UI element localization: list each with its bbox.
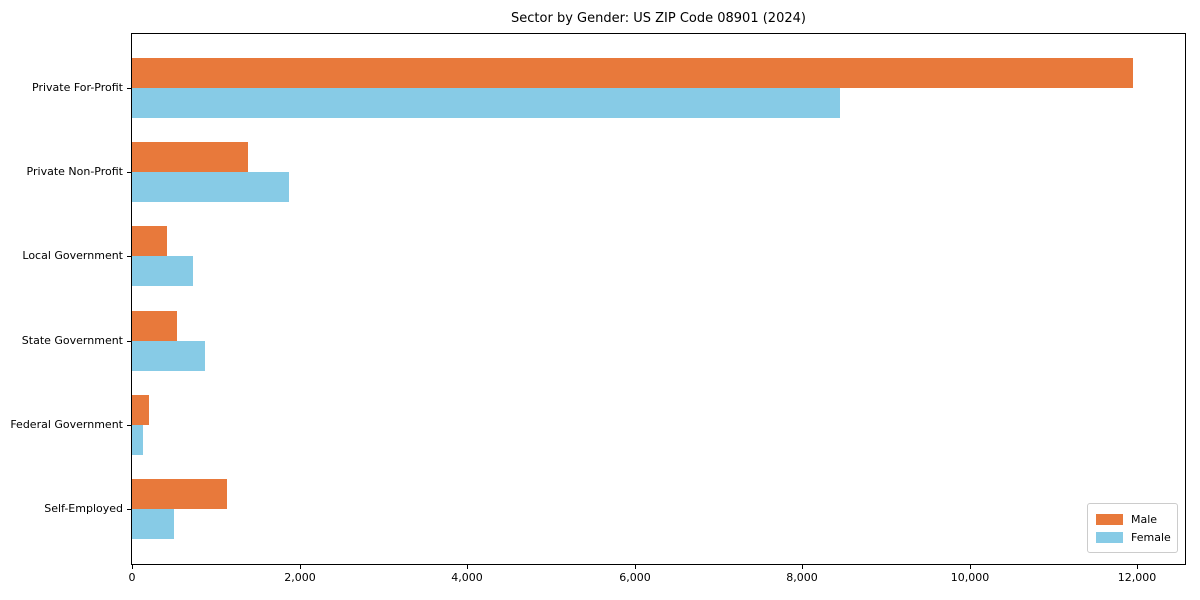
bar-male [132,226,167,257]
bar-female [132,172,289,203]
y-tick-mark [127,88,131,89]
y-tick-mark [127,256,131,258]
legend-swatch-female-icon [1096,531,1123,543]
x-tick-mark [635,565,636,569]
y-tick-label: Private For-Profit [32,81,123,94]
x-tick-label: 10,000 [950,571,990,584]
legend-item-female: Female [1096,528,1171,546]
x-tick-mark [132,565,133,569]
chart-title: Sector by Gender: US ZIP Code 08901 (202… [511,11,806,26]
bar-female [132,509,174,539]
legend-label-female: Female [1131,530,1171,544]
bar-female [132,424,143,455]
y-tick-mark [127,424,131,426]
x-tick-mark [1137,565,1138,569]
bar-female [132,256,193,287]
x-tick-mark [467,565,468,569]
x-tick-mark [300,565,301,569]
y-tick-mark [127,509,131,510]
bar-male [132,310,177,341]
legend-label-male: Male [1131,512,1158,526]
y-tick-label: Local Government [22,249,123,263]
plot-area [131,33,1186,565]
legend: Male Female [1087,503,1178,553]
x-tick-mark [802,565,803,569]
y-tick-mark [127,172,131,174]
x-tick-label: 2,000 [284,571,316,584]
x-tick-label: 6,000 [619,571,651,584]
bar-male [132,479,227,509]
y-tick-label: Self-Employed [44,502,123,515]
legend-swatch-male-icon [1096,513,1123,525]
x-tick-label: 8,000 [786,571,818,584]
y-tick-label: Federal Government [10,417,123,431]
x-tick-mark [970,565,971,569]
bar-male [132,58,1133,88]
y-tick-label: Private Non-Profit [26,165,123,179]
x-tick-label: 4,000 [451,571,483,584]
legend-item-male: Male [1096,510,1169,528]
bar-female [132,88,840,118]
x-tick-label: 12,000 [1117,571,1157,584]
y-tick-mark [127,340,131,342]
bar-female [132,340,205,371]
bar-male [132,394,149,425]
x-tick-label: 0 [128,571,136,584]
y-tick-label: State Government [21,333,123,347]
bar-male [132,142,248,173]
